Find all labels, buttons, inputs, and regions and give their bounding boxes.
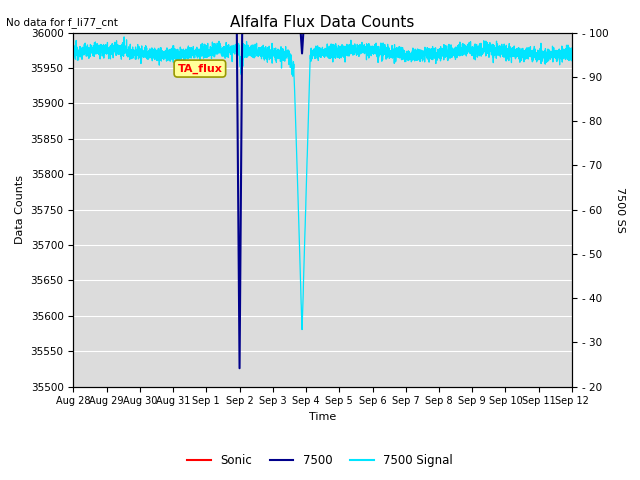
X-axis label: Time: Time (309, 412, 336, 422)
Text: No data for f_li77_cnt: No data for f_li77_cnt (6, 17, 118, 28)
Y-axis label: Data Counts: Data Counts (15, 175, 25, 244)
Text: TA_flux: TA_flux (177, 63, 222, 74)
Legend: Sonic, 7500, 7500 Signal: Sonic, 7500, 7500 Signal (182, 449, 458, 472)
Title: Alfalfa Flux Data Counts: Alfalfa Flux Data Counts (230, 15, 415, 30)
Y-axis label: 7500 SS: 7500 SS (615, 187, 625, 232)
